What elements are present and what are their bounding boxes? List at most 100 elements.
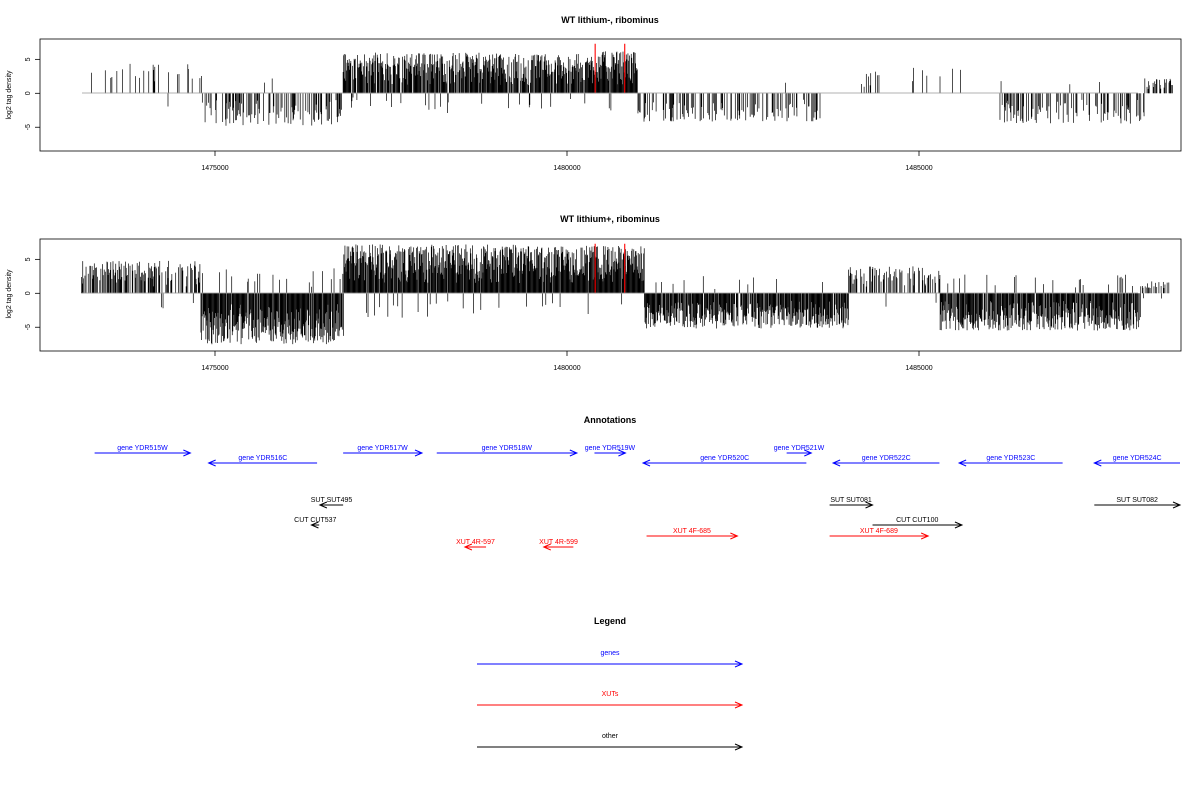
arrowhead — [730, 532, 739, 540]
arrowhead — [734, 743, 744, 751]
legend-label: other — [602, 733, 619, 740]
x-tick-label: 1475000 — [201, 165, 228, 172]
x-tick-label: 1480000 — [553, 365, 580, 372]
legend-arrow — [477, 660, 744, 668]
x-axis-ticks: 1475000 1480000 1485000 — [201, 151, 933, 172]
marker-lines — [594, 43, 626, 94]
annotations-title: Annotations — [584, 415, 637, 425]
arrowhead — [569, 449, 579, 457]
arrowhead — [1172, 501, 1182, 509]
y-tick-label: 0 — [25, 91, 32, 95]
arrowhead — [734, 701, 744, 709]
arrowhead — [804, 449, 813, 457]
y-axis-ticks: -5 0 5 — [25, 57, 40, 130]
feature-label: CUT CUT537 — [294, 517, 336, 524]
feature-label: gene YDR517W — [357, 445, 408, 452]
feature-arrow — [463, 543, 487, 551]
x-tick-label: 1480000 — [553, 165, 580, 172]
arrowhead — [1093, 459, 1102, 467]
y-axis-label: log2 tag density — [6, 269, 13, 319]
feature-arrow — [831, 459, 940, 467]
legend-items: genes XUTs other — [477, 650, 744, 751]
y-tick-label: 0 — [25, 291, 32, 295]
density-bars — [81, 244, 1170, 345]
feature-label: SUT SUT082 — [1116, 497, 1158, 504]
arrowhead — [207, 459, 216, 467]
feature-arrow — [94, 449, 192, 457]
legend-arrow — [477, 701, 744, 709]
feature-arrow — [436, 449, 579, 457]
feature-label: gene YDR520C — [700, 455, 749, 462]
feature-label: CUT CUT100 — [896, 517, 938, 524]
arrowhead — [865, 501, 874, 509]
feature-arrow — [542, 543, 574, 551]
y-tick-label: 5 — [25, 57, 32, 61]
feature-label: XUT 4R-599 — [539, 539, 578, 546]
feature-label: gene YDR521W — [774, 445, 825, 452]
legend-arrow — [477, 743, 744, 751]
feature-label: gene YDR522C — [862, 455, 911, 462]
arrowhead — [463, 543, 473, 551]
density-bars — [91, 51, 1173, 126]
arrowhead — [954, 521, 964, 529]
annotation-features: gene YDR515W gene YDR516C gene YDR517W gene… — [94, 445, 1182, 551]
plot-frame — [39, 38, 1182, 152]
arrowhead — [318, 501, 328, 509]
marker-lines — [594, 243, 626, 294]
legend-title: Legend — [594, 616, 626, 626]
plot-frame — [39, 238, 1182, 352]
arrowhead — [618, 449, 627, 457]
arrowhead — [920, 532, 930, 540]
arrowhead — [641, 459, 651, 467]
x-axis-ticks: 1475000 1480000 1485000 — [201, 351, 933, 372]
density-panel-lithium-plus: WT lithium+, ribominus log2 tag density … — [6, 214, 1182, 372]
y-tick-label: -5 — [25, 124, 32, 130]
feature-label: gene YDR516C — [238, 455, 287, 462]
arrowhead — [183, 449, 192, 457]
panel-title: WT lithium-, ribominus — [561, 15, 659, 25]
feature-arrow — [957, 459, 1063, 467]
legend-label: XUTs — [602, 691, 619, 698]
feature-label: XUT 4F-685 — [673, 528, 711, 535]
arrowhead — [542, 543, 551, 551]
legend-label: genes — [600, 650, 620, 657]
feature-arrow — [786, 449, 813, 457]
arrowhead — [734, 660, 744, 668]
x-tick-label: 1475000 — [201, 365, 228, 372]
feature-arrow — [310, 521, 320, 529]
y-tick-label: 5 — [25, 257, 32, 261]
feature-arrow — [646, 532, 739, 540]
arrowhead — [310, 521, 319, 529]
legend: Legend genes XUTs other — [477, 616, 744, 751]
feature-arrow — [594, 449, 627, 457]
feature-arrow — [1093, 459, 1180, 467]
feature-arrow — [872, 521, 964, 529]
arrowhead — [831, 459, 841, 467]
feature-arrow — [829, 532, 930, 540]
feature-label: gene YDR524C — [1113, 455, 1162, 462]
feature-label: gene YDR523C — [986, 455, 1035, 462]
y-tick-label: -5 — [25, 324, 32, 330]
feature-arrow — [641, 459, 807, 467]
panel-title: WT lithium+, ribominus — [560, 214, 660, 224]
y-axis-label: log2 tag density — [6, 70, 13, 120]
feature-arrow — [318, 501, 344, 509]
feature-label: XUT 4F-689 — [860, 528, 898, 535]
density-panel-lithium-minus: WT lithium-, ribominus log2 tag density … — [6, 15, 1182, 172]
feature-label: SUT SUT495 — [311, 497, 353, 504]
feature-arrow — [343, 449, 424, 457]
feature-arrow — [829, 501, 874, 509]
y-axis-ticks: -5 0 5 — [25, 257, 40, 330]
feature-label: XUT 4R-597 — [456, 539, 495, 546]
arrowhead — [414, 449, 424, 457]
feature-arrow — [1094, 501, 1182, 509]
feature-label: gene YDR519W — [585, 445, 636, 452]
feature-label: SUT SUT081 — [830, 497, 872, 504]
feature-arrow — [207, 459, 318, 467]
feature-label: gene YDR515W — [117, 445, 168, 452]
arrowhead — [957, 459, 967, 467]
x-tick-label: 1485000 — [905, 365, 932, 372]
x-tick-label: 1485000 — [905, 165, 932, 172]
